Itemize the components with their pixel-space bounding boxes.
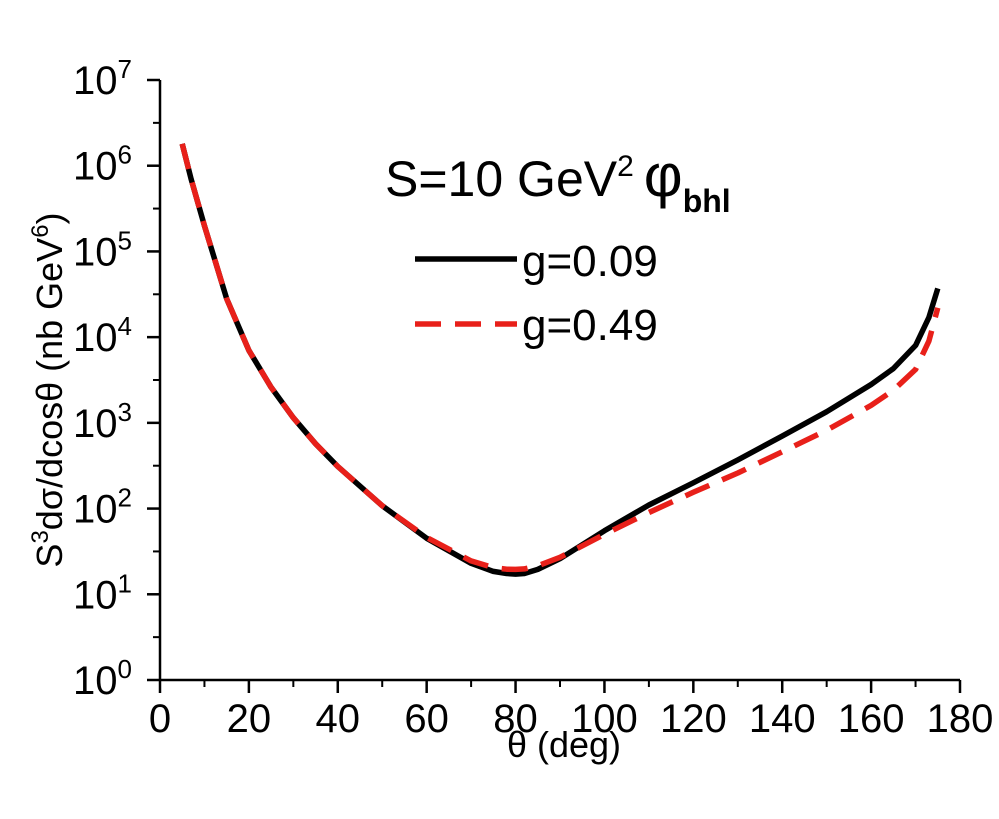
y-axis-title-suffix: ) <box>29 212 70 224</box>
legend-label-series-2: g=0.49 <box>522 301 658 350</box>
series-lines <box>179 143 941 577</box>
y-tick-label: 107 <box>73 54 132 103</box>
series-line-1 <box>179 143 941 577</box>
legend: g=0.09 g=0.49 <box>415 237 658 350</box>
y-tick-label: 103 <box>73 397 132 446</box>
y-tick-label: 102 <box>73 483 132 532</box>
x-tick-label: 60 <box>404 697 449 741</box>
x-tick-label: 40 <box>316 697 361 741</box>
x-axis-ticks: 0 20 40 60 80 100 120 140 160 180 <box>149 680 994 741</box>
y-axis-ticks: 100 101 102 103 104 105 106 107 <box>73 54 160 703</box>
x-tick-label: 120 <box>660 697 727 741</box>
y-axis-title-prefix: S <box>29 544 70 568</box>
series-line-2 <box>179 143 941 573</box>
legend-label-series-1: g=0.09 <box>522 237 658 286</box>
y-tick-label: 104 <box>73 311 132 360</box>
x-tick-label: 100 <box>571 697 638 741</box>
x-tick-label: 20 <box>227 697 272 741</box>
y-axis-title: S3dσ/dcosθ (nb GeV6) <box>27 212 70 567</box>
y-tick-label: 105 <box>73 225 132 274</box>
x-tick-label: 180 <box>927 697 994 741</box>
x-tick-label: 80 <box>493 697 538 741</box>
y-tick-label: 100 <box>73 654 132 703</box>
annotation-sub: bhl <box>683 183 731 219</box>
chart-annotation: S=10 GeV2 φbhl <box>385 142 731 219</box>
annotation-sup: 2 <box>617 150 634 183</box>
annotation-text: S=10 GeV <box>385 151 618 207</box>
y-axis-title-middle: dσ/dcosθ (nb GeV <box>29 238 70 530</box>
axes: 0 20 40 60 80 100 120 140 160 180 100 101 102 103 104… <box>73 54 993 741</box>
x-tick-label: 0 <box>149 697 171 741</box>
y-tick-label: 106 <box>73 140 132 189</box>
y-axis-title-middle-sup: 6 <box>27 224 54 237</box>
x-axis-title: θ (deg) <box>507 724 621 765</box>
x-tick-label: 160 <box>838 697 905 741</box>
x-tick-label: 140 <box>749 697 816 741</box>
y-axis-title-prefix-sup: 3 <box>27 530 54 543</box>
y-tick-label: 101 <box>73 568 132 617</box>
annotation-symbol: φ <box>644 142 683 209</box>
